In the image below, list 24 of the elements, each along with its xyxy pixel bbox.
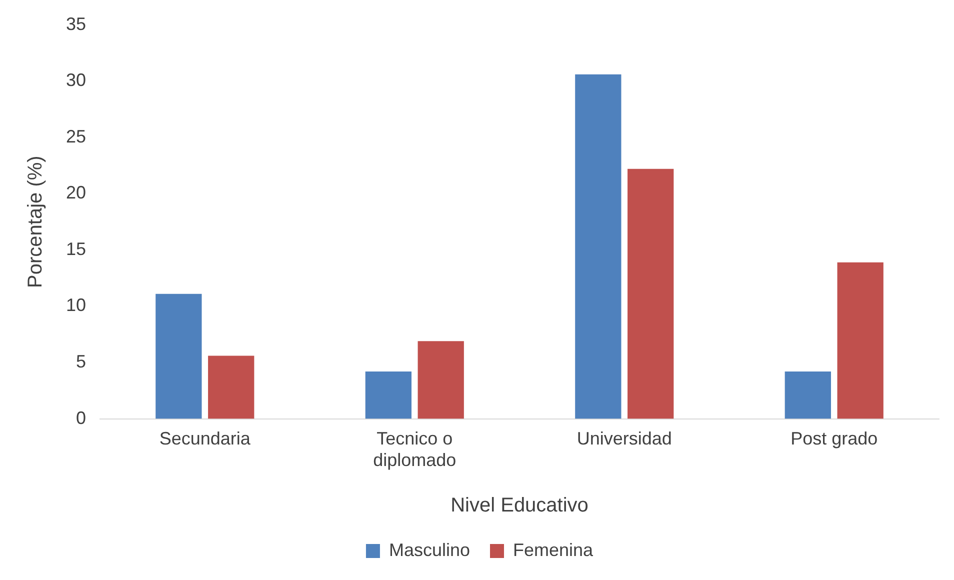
- x-axis-title: Nivel Educativo: [450, 494, 588, 517]
- bar: [156, 294, 202, 419]
- y-axis-title: Porcentaje (%): [24, 156, 47, 288]
- x-tick-label: Secundaria: [159, 428, 252, 449]
- legend-label: Femenina: [512, 540, 594, 560]
- y-tick-label: 35: [66, 14, 86, 34]
- y-tick-label: 10: [66, 295, 86, 316]
- bar: [418, 341, 464, 419]
- bar: [208, 356, 254, 419]
- legend-label: Masculino: [388, 540, 470, 560]
- bar: [365, 372, 412, 419]
- y-tick-label: 25: [66, 126, 86, 146]
- y-tick-label: 0: [76, 408, 86, 428]
- x-tick-label: Tecnico o diplomado: [373, 428, 456, 470]
- x-tick-label: Universidad: [576, 428, 672, 449]
- bar: [837, 262, 884, 419]
- bar: [628, 168, 674, 419]
- y-tick-label: 5: [76, 351, 86, 372]
- y-tick-label: 30: [66, 70, 86, 90]
- bar: [575, 74, 622, 419]
- x-tick-label: Post grado: [790, 428, 878, 449]
- bar: [784, 372, 831, 419]
- y-tick-label: 15: [66, 238, 86, 259]
- y-tick-label: 20: [66, 182, 86, 203]
